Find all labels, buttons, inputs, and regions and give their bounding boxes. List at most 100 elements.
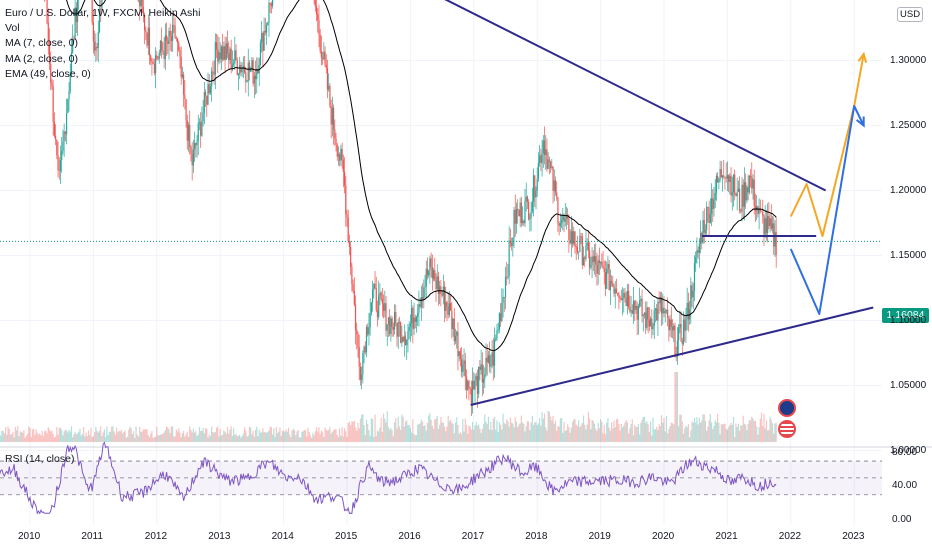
- candle-body: [646, 307, 648, 328]
- volume-bar: [133, 431, 135, 442]
- volume-bar: [640, 422, 642, 442]
- candle-body: [723, 175, 725, 177]
- volume-bar: [147, 434, 149, 442]
- volume-bar: [454, 422, 457, 442]
- volume-bar: [649, 421, 652, 442]
- candle-body: [660, 297, 663, 314]
- candle-body: [430, 258, 432, 268]
- volume-bar: [473, 429, 475, 442]
- volume-bar: [70, 426, 73, 442]
- candle-body: [374, 283, 376, 289]
- volume-bar: [345, 431, 347, 442]
- volume-bar: [553, 423, 555, 442]
- volume-bar: [708, 420, 710, 442]
- candle-body: [419, 304, 421, 307]
- volume-bar: [230, 426, 232, 442]
- us-flag-icon[interactable]: [778, 420, 796, 438]
- volume-bar: [560, 418, 563, 442]
- volume-bar: [662, 422, 664, 442]
- volume-bar: [26, 433, 29, 442]
- candle-body: [573, 231, 575, 244]
- volume-bar: [14, 426, 16, 442]
- time-tick-label: 2010: [18, 531, 41, 542]
- volume-bar: [403, 426, 405, 442]
- candle-body: [53, 121, 55, 136]
- candle-body: [768, 215, 770, 226]
- candle-body: [336, 144, 338, 157]
- candle-body: [251, 60, 253, 70]
- candle-body: [226, 43, 229, 54]
- volume-bar: [450, 420, 452, 442]
- volume-bar: [340, 435, 342, 442]
- volume-bar: [222, 434, 224, 442]
- candle-body: [147, 27, 149, 46]
- volume-bar: [591, 420, 593, 442]
- volume-bar: [168, 429, 170, 442]
- volume-bar: [167, 427, 169, 442]
- volume-bar: [90, 427, 92, 442]
- volume-bar: [212, 431, 214, 442]
- volume-bar: [674, 372, 676, 442]
- globe-icon[interactable]: [778, 399, 796, 417]
- candle-body: [257, 68, 259, 74]
- candle-body: [400, 322, 402, 343]
- candle-body: [667, 309, 669, 318]
- volume-bar: [631, 419, 633, 442]
- volume-bar: [563, 422, 565, 442]
- candle-body: [592, 256, 594, 262]
- rsi-tick-label: 0.00: [892, 514, 912, 525]
- volume-bar: [311, 437, 313, 442]
- volume-bar: [56, 427, 58, 442]
- candle-body: [598, 260, 600, 264]
- candle-body: [169, 30, 171, 36]
- candle-body: [55, 135, 57, 140]
- volume-bar: [702, 414, 704, 442]
- currency-badge[interactable]: USD: [897, 7, 924, 22]
- volume-bar: [262, 428, 264, 442]
- volume-bar: [653, 429, 655, 442]
- volume-bar: [233, 427, 235, 442]
- volume-bar: [6, 434, 8, 442]
- candle-body: [651, 318, 653, 330]
- candle-body: [73, 38, 75, 40]
- candle-body: [523, 220, 525, 224]
- candle-body: [643, 312, 646, 315]
- candle-body: [224, 46, 226, 60]
- candle-body: [556, 192, 558, 198]
- candle-body: [562, 214, 564, 220]
- volume-bar: [741, 425, 743, 442]
- volume-bar: [348, 421, 351, 442]
- candle-body: [409, 323, 411, 327]
- candle-body: [496, 330, 498, 339]
- volume-bar: [129, 426, 131, 442]
- volume-bar: [446, 426, 448, 442]
- volume-bar: [382, 413, 385, 442]
- candle-body: [94, 41, 96, 51]
- candle-body: [596, 264, 598, 274]
- volume-bar: [424, 425, 426, 442]
- candle-body: [626, 290, 629, 307]
- candle-body: [475, 376, 477, 380]
- volume-bar: [152, 437, 154, 442]
- volume-bar: [608, 427, 610, 442]
- volume-bar: [315, 427, 318, 442]
- volume-bar: [707, 426, 709, 442]
- candle-body: [461, 359, 463, 372]
- volume-bar: [692, 422, 694, 442]
- volume-bar: [626, 422, 629, 442]
- volume-bar: [284, 431, 286, 442]
- candle-body: [364, 346, 366, 353]
- volume-bar: [735, 423, 737, 442]
- candle-body: [181, 74, 184, 78]
- volume-bar: [128, 429, 130, 442]
- volume-bar: [252, 430, 254, 442]
- candle-body: [734, 174, 736, 195]
- candle-body: [72, 38, 74, 53]
- candle-body: [654, 308, 657, 311]
- volume-bar: [503, 422, 505, 442]
- candle-body: [724, 176, 726, 178]
- volume-bar: [695, 422, 697, 442]
- time-tick-label: 2012: [144, 531, 168, 542]
- volume-bar: [386, 411, 388, 442]
- candle-body: [771, 223, 774, 229]
